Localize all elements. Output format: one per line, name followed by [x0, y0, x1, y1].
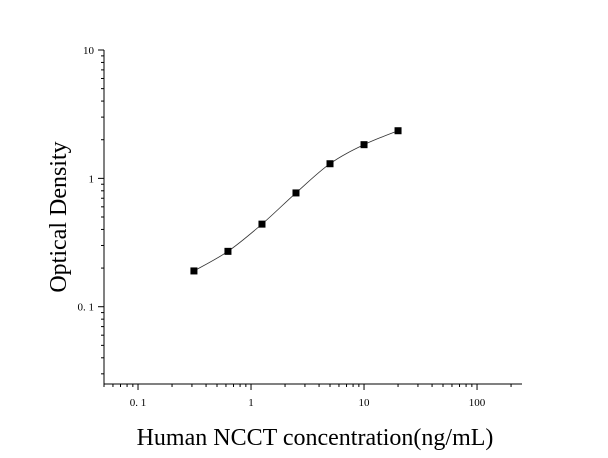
x-tick-label: 100 [469, 397, 486, 409]
x-tick-label: 1 [248, 397, 254, 409]
x-tick-label: 0. 1 [130, 397, 147, 409]
y-tick-label: 1 [89, 173, 95, 185]
data-markers [190, 127, 402, 275]
y-axis-title: Optical Density [46, 141, 72, 292]
data-point [292, 189, 300, 197]
data-point [360, 141, 368, 149]
data-point [394, 127, 402, 135]
data-point [190, 267, 198, 275]
ticks: 0. 1 1 10 100 0. 1 1 10 [78, 45, 512, 409]
y-tick-label: 10 [83, 45, 95, 57]
y-tick-label: 0. 1 [78, 302, 95, 314]
plot-area [190, 127, 402, 275]
data-point [258, 220, 266, 228]
axes [103, 50, 522, 385]
x-tick-label: 10 [359, 397, 371, 409]
x-axis-title: Human NCCT concentration(ng/mL) [137, 425, 494, 451]
data-point [224, 247, 232, 255]
data-point [326, 160, 334, 168]
